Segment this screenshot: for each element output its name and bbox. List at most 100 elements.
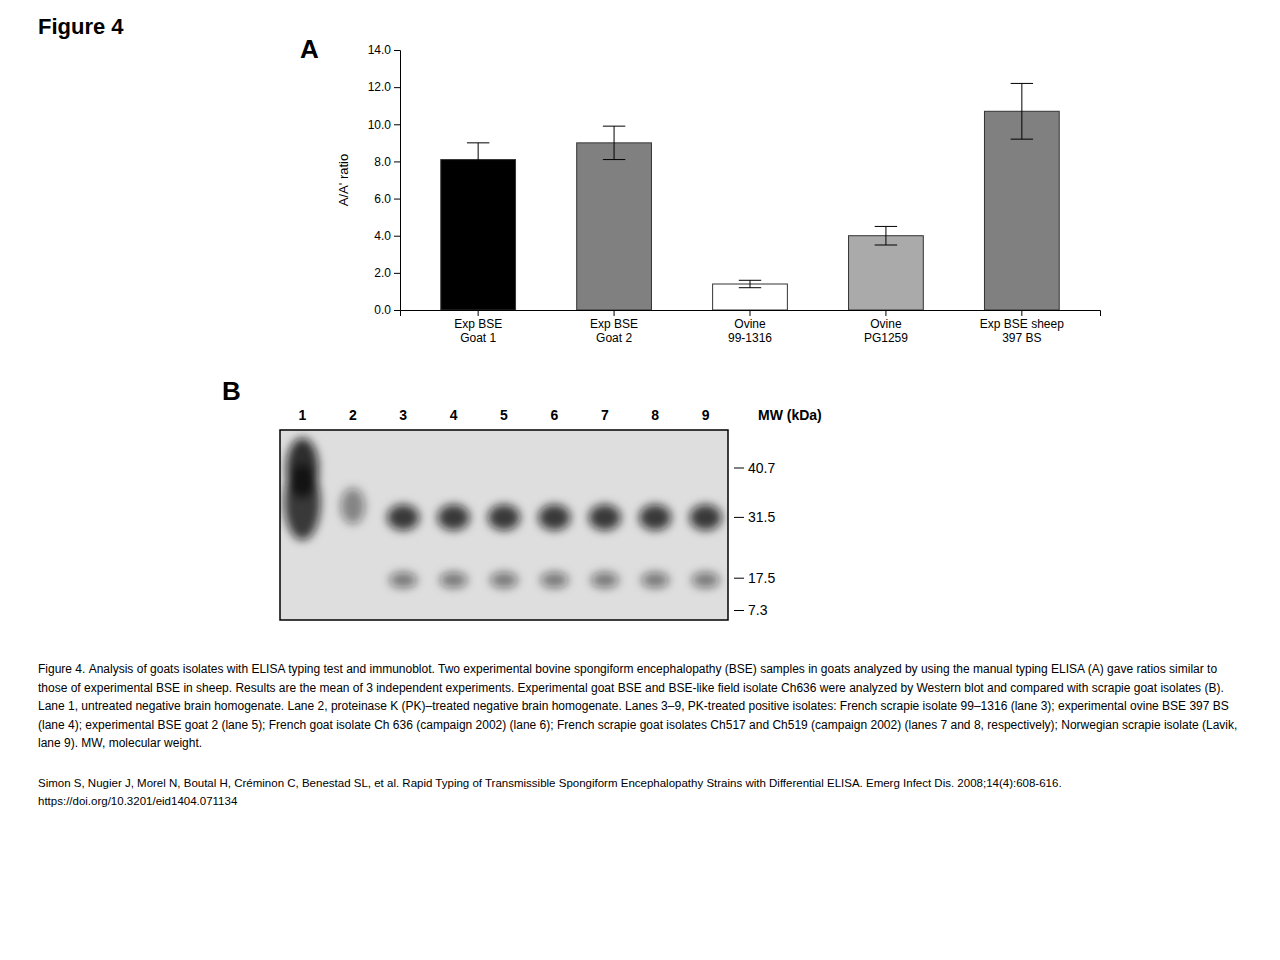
y-tick-mark <box>394 161 400 162</box>
bar <box>849 236 924 310</box>
y-tick-label: 12.0 <box>368 80 392 94</box>
error-bar-cap <box>467 176 489 177</box>
error-bar <box>739 280 761 287</box>
citation: Simon S, Nugier J, Morel N, Boutal H, Cr… <box>38 775 1238 811</box>
mw-marker <box>734 468 744 469</box>
x-tick-mark <box>750 310 751 316</box>
blot-band <box>488 504 520 530</box>
x-tick-mark <box>885 310 886 316</box>
blot-band <box>341 488 365 524</box>
y-tick-label: 10.0 <box>368 118 392 132</box>
blot-band <box>438 504 470 530</box>
error-bar-stem <box>1021 83 1022 139</box>
error-bar-cap <box>875 245 897 246</box>
blot-band <box>692 572 720 588</box>
mw-value: 17.5 <box>748 570 775 586</box>
blot-band <box>284 464 320 540</box>
error-bar-cap <box>1011 83 1033 84</box>
error-bar <box>875 226 897 245</box>
y-tick-mark <box>394 50 400 51</box>
lane-label: 4 <box>450 407 458 423</box>
y-tick-mark <box>394 273 400 274</box>
y-axis-title: A/A' ratio <box>336 154 351 206</box>
y-tick-mark <box>394 124 400 125</box>
blot-border <box>280 430 728 620</box>
mw-value: 31.5 <box>748 509 775 525</box>
y-tick-mark <box>394 87 400 88</box>
blot-background <box>280 430 728 620</box>
y-axis: 0.0 2.0 4.0 6.0 8.0 10.0 12.0 14.0 <box>368 43 401 317</box>
y-tick: 14.0 <box>368 43 400 57</box>
figure: Figure 4 A 0.0 2.0 4.0 6.0 8.0 10.0 12.0 14.0 A/A'… <box>0 0 1280 640</box>
y-tick: 2.0 <box>374 266 400 280</box>
x-tick-mark <box>478 310 479 316</box>
y-tick: 8.0 <box>374 155 400 169</box>
error-bar-cap <box>739 287 761 288</box>
y-tick-mark <box>394 236 400 237</box>
mw-marker <box>734 610 744 611</box>
blot-band <box>387 504 419 530</box>
blot-band <box>641 572 669 588</box>
lane-label: 2 <box>349 407 357 423</box>
mw-marker <box>734 517 744 518</box>
y-tick-label: 14.0 <box>368 43 392 57</box>
lane-label: 8 <box>651 407 659 423</box>
blot-band <box>639 504 671 530</box>
x-tick-label: Exp BSEGoat 2 <box>590 317 638 345</box>
y-tick: 4.0 <box>374 229 400 243</box>
y-tick-label: 4.0 <box>374 229 391 243</box>
y-tick: 10.0 <box>368 118 400 132</box>
blot-band <box>389 572 417 588</box>
bar <box>984 111 1059 310</box>
blot-band <box>540 572 568 588</box>
error-bar-cap <box>603 126 625 127</box>
x-tick: Exp BSE sheep397 BS <box>980 310 1064 345</box>
x-tick-label: Exp BSE sheep397 BS <box>980 317 1064 345</box>
blot-band <box>591 572 619 588</box>
error-bar-stem <box>750 280 751 287</box>
error-bar-stem <box>478 143 479 176</box>
caption: Figure 4. Analysis of goats isolates wit… <box>38 660 1238 753</box>
y-tick: 0.0 <box>374 303 400 317</box>
blot-bands <box>284 438 721 588</box>
error-bar-cap <box>1011 139 1033 140</box>
lane-label: 5 <box>500 407 508 423</box>
x-tick: OvinePG1259 <box>864 310 908 345</box>
y-tick-label: 2.0 <box>374 266 391 280</box>
y-tick-label: 0.0 <box>374 303 391 317</box>
y-tick-label: 8.0 <box>374 155 391 169</box>
blot-band <box>490 572 518 588</box>
figure-title: Figure 4 <box>38 14 124 39</box>
panel-label: A <box>300 34 319 64</box>
y-axis-line <box>394 51 401 311</box>
bar <box>577 143 652 310</box>
x-tick-label: OvinePG1259 <box>864 317 908 345</box>
y-tick: 6.0 <box>374 192 400 206</box>
plot-area <box>441 83 1059 310</box>
mw-value: 40.7 <box>748 460 775 476</box>
x-axis: Exp BSEGoat 1Exp BSEGoat 2Ovine99-1316Ov… <box>401 310 1101 345</box>
error-bar-cap <box>603 159 625 160</box>
panel-label: B <box>222 376 241 406</box>
x-tick: Ovine99-1316 <box>728 310 772 345</box>
error-bar-stem <box>614 126 615 159</box>
lane-label: 1 <box>299 407 307 423</box>
blot-band <box>589 504 621 530</box>
y-tick-label: 6.0 <box>374 192 391 206</box>
bar <box>441 160 516 310</box>
error-bar <box>1011 83 1033 139</box>
lane-label: 7 <box>601 407 609 423</box>
blot-band <box>440 572 468 588</box>
error-bar <box>467 143 489 176</box>
error-bar-stem <box>885 226 886 245</box>
x-tick: Exp BSEGoat 2 <box>590 310 638 345</box>
mw-value: 7.3 <box>748 602 768 618</box>
error-bar-cap <box>875 226 897 227</box>
error-bar-cap <box>739 280 761 281</box>
y-tick: 12.0 <box>368 80 400 94</box>
mw-title: MW (kDa) <box>758 407 822 423</box>
mw-marker <box>734 578 744 579</box>
lane-label: 3 <box>399 407 407 423</box>
x-tick-mark <box>614 310 615 316</box>
x-tick-label: Ovine99-1316 <box>728 317 772 345</box>
